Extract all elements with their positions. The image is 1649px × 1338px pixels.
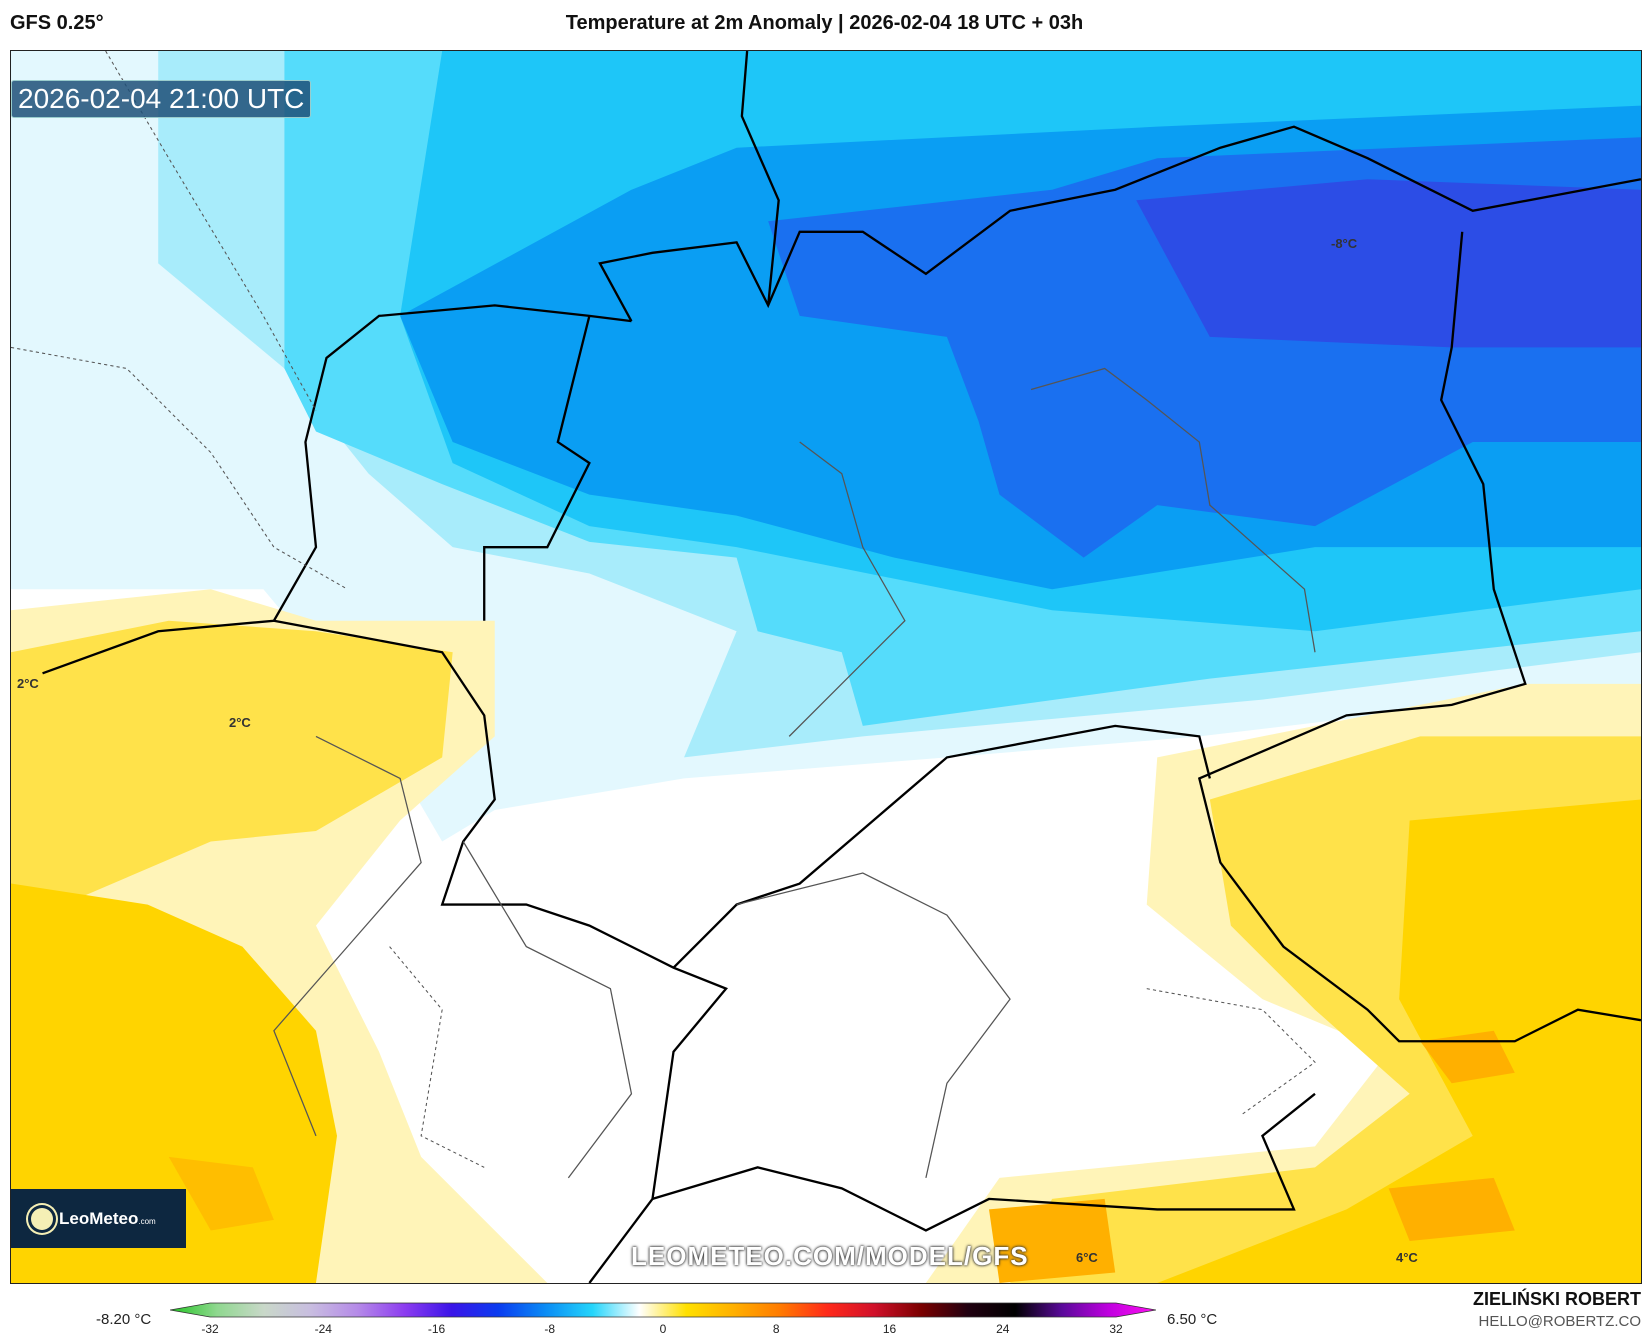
chart-title: Temperature at 2m Anomaly | 2026-02-04 1… (565, 12, 1084, 34)
colorbar-tick: 0 (659, 1322, 667, 1336)
colorbar-gradient (170, 1302, 1156, 1318)
colorbar-max-label: 6.50 °C (1167, 1311, 1218, 1328)
colorbar-tick: -32 (201, 1322, 219, 1336)
colorbar-tick: 8 (772, 1322, 780, 1336)
valid-time-badge: 2026-02-04 21:00 UTC (11, 80, 312, 118)
map-label: 6°C (1076, 1250, 1098, 1265)
author-email: HELLO@ROBERTZ.CO (1478, 1313, 1641, 1330)
colorbar-tick: -8 (544, 1322, 556, 1336)
author-name: ZIELIŃSKI ROBERT (1472, 1289, 1641, 1309)
model-name: GFS 0.25° (10, 12, 104, 34)
colorbar-min-label: -8.20 °C (96, 1311, 152, 1328)
map-label: 2°C (229, 715, 251, 730)
colorbar-tick: -16 (427, 1322, 446, 1336)
logo-suffix: .com (138, 1216, 156, 1226)
colorbar-tick: 16 (882, 1322, 897, 1336)
map-label: 2°C (17, 676, 39, 691)
weather-map: 2026-02-04 21:00 UTC -8°C 2°C 2°C 6°C 4°… (10, 50, 1642, 1284)
watermark: LEOMETEO.COM/MODEL/GFS (631, 1241, 1029, 1271)
anomaly-field (11, 51, 1641, 1283)
logo-text: LeoMeteo (59, 1208, 139, 1228)
colorbar-tick: -24 (314, 1322, 332, 1336)
map-label: -8°C (1331, 236, 1358, 251)
sun-icon (31, 1207, 53, 1230)
colorbar-tick: 32 (1109, 1322, 1123, 1336)
colorbar (170, 1302, 1156, 1318)
map-label: 4°C (1396, 1250, 1418, 1265)
colorbar-tick: 24 (996, 1322, 1010, 1336)
leometeo-logo: LeoMeteo.com (11, 1189, 186, 1248)
